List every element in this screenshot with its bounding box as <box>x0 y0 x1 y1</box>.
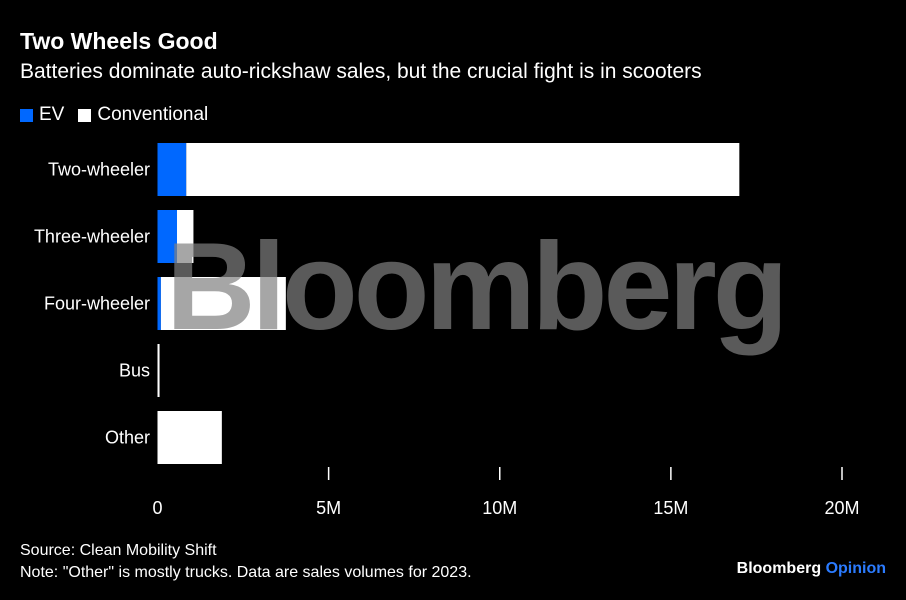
bar-ev-three-wheeler <box>157 210 178 263</box>
x-tick-label: 5M <box>316 498 341 518</box>
legend: EV Conventional <box>20 104 222 126</box>
category-label: Two-wheeler <box>48 160 150 180</box>
bar-ev-four-wheeler <box>157 277 161 330</box>
category-label: Other <box>105 428 150 448</box>
footnote: Note: "Other" is mostly trucks. Data are… <box>20 564 472 581</box>
source-note: Source: Clean Mobility Shift <box>20 542 217 559</box>
category-label: Bus <box>119 361 150 381</box>
brand-name: Bloomberg <box>736 560 822 577</box>
category-label: Four-wheeler <box>44 294 150 314</box>
legend-label-conventional: Conventional <box>97 104 209 125</box>
legend-label-ev: EV <box>39 104 65 125</box>
x-tick-label: 15M <box>653 498 688 518</box>
bar-conventional-other <box>157 411 222 464</box>
bar-conventional-four-wheeler <box>160 277 286 330</box>
bar-conventional-bus <box>157 344 160 397</box>
bar-conventional-two-wheeler <box>186 143 740 196</box>
legend-swatch-conventional <box>78 108 92 122</box>
chart-subtitle: Batteries dominate auto-rickshaw sales, … <box>20 60 702 83</box>
chart-title: Two Wheels Good <box>20 28 218 54</box>
legend-swatch-ev <box>20 108 33 122</box>
x-tick-label: 20M <box>824 498 859 518</box>
bar-conventional-three-wheeler <box>177 210 194 263</box>
bar-ev-two-wheeler <box>157 143 187 196</box>
x-tick-label: 0 <box>152 498 162 518</box>
brand-accent: Opinion <box>825 560 886 577</box>
x-tick-label: 10M <box>482 498 517 518</box>
category-label: Three-wheeler <box>34 227 150 247</box>
brand-logo: Bloomberg Opinion <box>737 560 886 578</box>
